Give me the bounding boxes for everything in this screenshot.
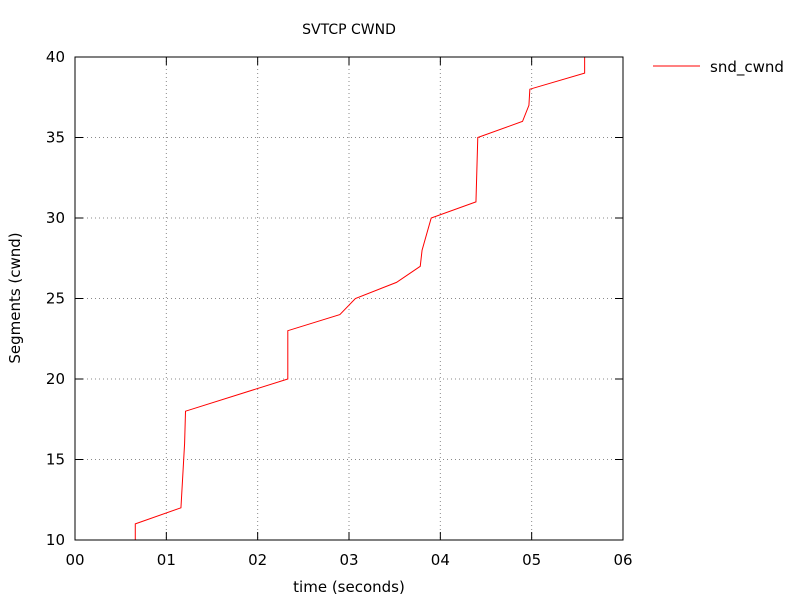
legend-label-snd-cwnd: snd_cwnd [710,58,784,77]
x-tick-label: 00 [65,551,84,569]
x-axis-label: time (seconds) [293,578,405,596]
x-tick-label: 06 [613,551,632,569]
y-tick-label: 20 [46,370,65,388]
y-tick-label: 25 [46,290,65,308]
y-tick-label: 40 [46,48,65,66]
y-axis-label: Segments (cwnd) [6,232,24,363]
y-tick-label: 15 [46,451,65,469]
x-tick-label: 03 [339,551,358,569]
x-tick-label: 01 [157,551,176,569]
axis-ticks: 00 01 02 03 04 05 06 10 15 20 25 30 35 40 [46,48,633,569]
y-tick-label: 10 [46,531,65,549]
x-tick-label: 04 [431,551,450,569]
x-tick-label: 05 [522,551,541,569]
y-tick-label: 30 [46,209,65,227]
legend: snd_cwnd [653,58,784,77]
chart-title: SVTCP CWND [302,22,396,38]
series-layer [134,57,586,540]
y-tick-label: 35 [46,129,65,147]
grid-lines [75,57,623,540]
series-line-snd_cwnd [134,57,586,540]
x-tick-label: 02 [248,551,267,569]
